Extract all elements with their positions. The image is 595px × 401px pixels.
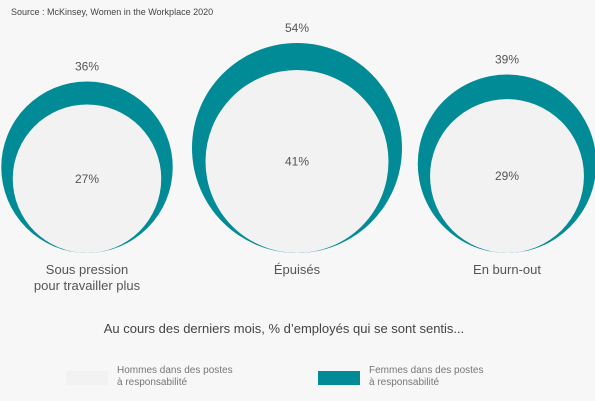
bubble-men-0 [12, 104, 162, 254]
legend-label-1: Femmes dans des postes à responsabilité [369, 365, 484, 388]
bubble-men-1 [205, 70, 389, 254]
value-label-women-2: 39% [495, 53, 519, 67]
category-label-2: En burn-out [473, 262, 541, 277]
value-label-men-1: 41% [285, 155, 309, 169]
source-note: Source : McKinsey, Women in the Workplac… [11, 7, 213, 17]
value-label-women-1: 54% [285, 21, 309, 35]
bubble-men-2 [430, 99, 584, 253]
legend-swatch-1 [318, 371, 360, 385]
category-label-1: Épuisés [274, 262, 321, 277]
bubble-layer [1, 43, 595, 254]
value-label-men-2: 29% [495, 169, 519, 183]
legend: Hommes dans des postes à responsabilité Fe… [66, 365, 484, 388]
category-label-0: Sous pression pour travailler plus [34, 262, 141, 293]
value-label-women-0: 36% [75, 60, 99, 74]
legend-label-0: Hommes dans des postes à responsabilité [117, 365, 233, 388]
legend-swatch-0 [66, 371, 108, 385]
value-label-men-0: 27% [75, 172, 99, 186]
chart-subtitle: Au cours des derniers mois, % d’employés… [104, 321, 465, 336]
label-layer: 36% 27% Sous pression pour travailler plus 5… [34, 21, 541, 293]
